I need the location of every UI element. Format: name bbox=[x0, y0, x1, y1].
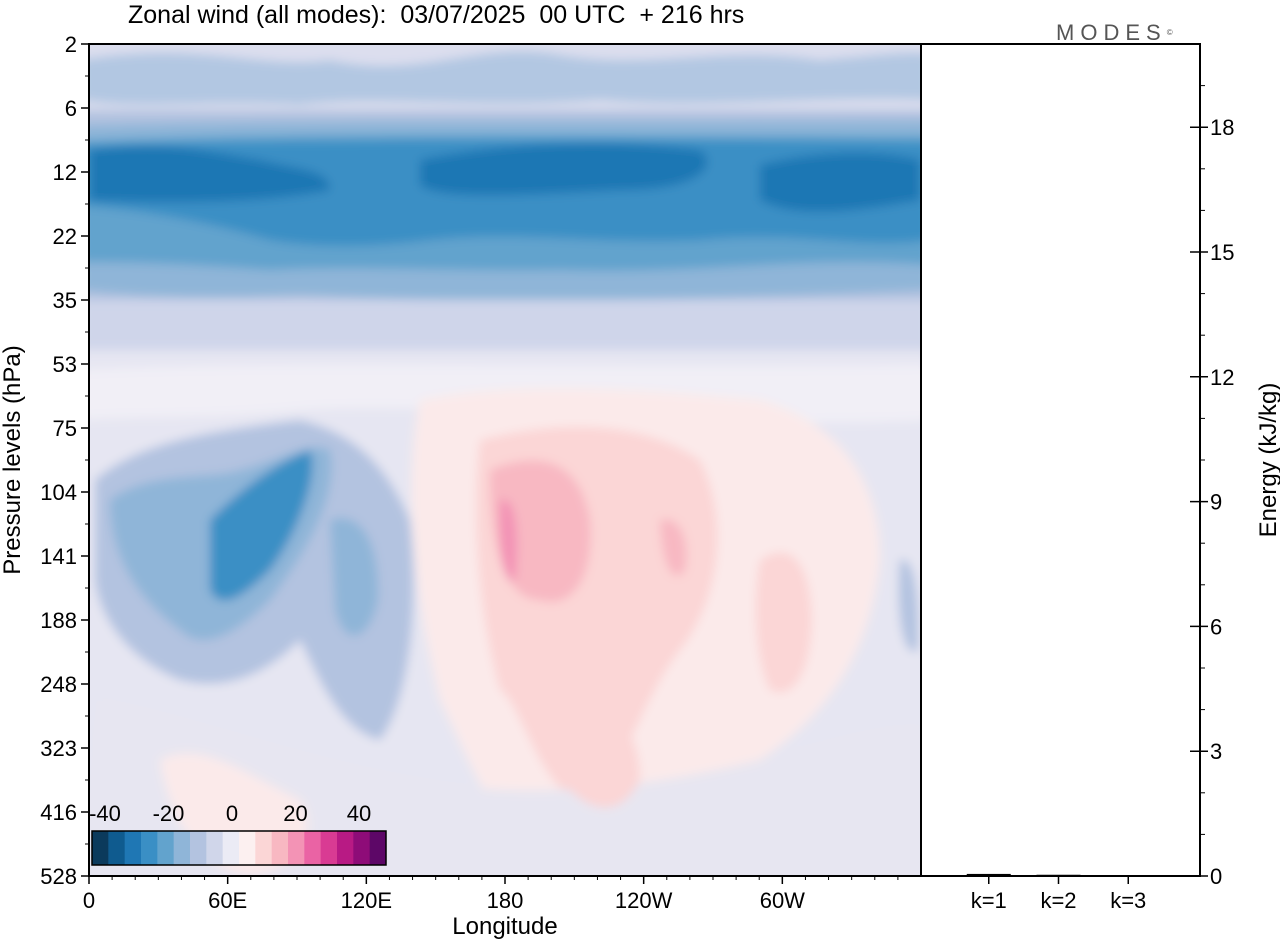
y-axis-label: Pressure levels (hPa) bbox=[0, 345, 26, 574]
energy-tick-label: 0 bbox=[1210, 864, 1222, 889]
y-tick-label: 75 bbox=[53, 416, 77, 441]
colorbar-swatch bbox=[320, 831, 338, 865]
colorbar-swatch bbox=[124, 831, 142, 865]
y-tick-label: 22 bbox=[53, 224, 77, 249]
y-tick-label: 12 bbox=[53, 160, 77, 185]
energy-category-label: k=1 bbox=[971, 888, 1007, 913]
field-upper-patch bbox=[89, 51, 921, 105]
colorbar-label: 0 bbox=[226, 801, 238, 826]
colorbar-label: -40 bbox=[89, 801, 121, 826]
field-core-west bbox=[90, 145, 330, 202]
energy-tick-label: 6 bbox=[1210, 614, 1222, 639]
colorbar-swatch bbox=[271, 831, 289, 865]
y-tick-label: 141 bbox=[40, 544, 77, 569]
y-tick-label: 416 bbox=[40, 800, 77, 825]
logo-mark: © bbox=[1166, 28, 1173, 37]
x-axis-label: Longitude bbox=[452, 913, 557, 940]
modes-logo: MODES© bbox=[1056, 20, 1173, 46]
logo-text: MODES bbox=[1056, 20, 1167, 45]
colorbar-swatch bbox=[108, 831, 126, 865]
field-lower-center bbox=[554, 698, 640, 808]
colorbar-swatch bbox=[288, 831, 305, 865]
y-tick-label: 248 bbox=[40, 672, 77, 697]
energy-axis-label: Energy (kJ/kg) bbox=[1255, 383, 1280, 538]
colorbar-swatch bbox=[239, 831, 256, 865]
y-tick-label: 2 bbox=[65, 32, 77, 57]
colorbar-swatch bbox=[337, 831, 354, 865]
field-easterly-core bbox=[210, 450, 313, 601]
y-tick-label: 104 bbox=[40, 480, 77, 505]
field-band-35-53 bbox=[89, 300, 921, 350]
energy-tick-label: 18 bbox=[1210, 115, 1234, 140]
energy-tick-label: 15 bbox=[1210, 240, 1234, 265]
x-tick-label: 180 bbox=[487, 888, 524, 913]
colorbar-swatch bbox=[173, 831, 191, 865]
colorbar: -40 -20 0 20 40 bbox=[89, 801, 387, 866]
colorbar-swatch bbox=[206, 831, 224, 865]
y-tick-label: 53 bbox=[53, 352, 77, 377]
y-tick-label: 323 bbox=[40, 736, 77, 761]
y-tick-label: 528 bbox=[40, 864, 77, 889]
energy-tick-label: 9 bbox=[1210, 490, 1222, 515]
colorbar-swatch bbox=[222, 831, 240, 865]
energy-bar bbox=[1036, 874, 1081, 877]
colorbar-swatch bbox=[92, 831, 109, 865]
field-core-center bbox=[420, 143, 708, 195]
colorbar-swatch bbox=[369, 831, 387, 865]
x-tick-label: 120E bbox=[341, 888, 392, 913]
energy-bar bbox=[1106, 875, 1151, 877]
field-core-east bbox=[760, 153, 920, 212]
colorbar-swatch bbox=[255, 831, 273, 865]
energy-category-label: k=3 bbox=[1110, 888, 1146, 913]
energy-bar bbox=[966, 873, 1011, 876]
colorbar-swatch bbox=[353, 831, 371, 865]
energy-tick-label: 3 bbox=[1210, 739, 1222, 764]
y-tick-label: 6 bbox=[65, 96, 77, 121]
energy-panel-frame bbox=[920, 43, 1201, 877]
energy-bars: k=1 k=2 k=3 bbox=[966, 873, 1151, 913]
colorbar-swatch bbox=[304, 831, 322, 865]
colorbar-swatch bbox=[157, 831, 175, 865]
chart-title: Zonal wind (all modes): 03/07/2025 00 UT… bbox=[128, 1, 745, 29]
energy-axis: 0 3 6 9 12 15 18 Energy (kJ/kg) bbox=[1190, 85, 1280, 889]
colorbar-swatch bbox=[141, 831, 158, 865]
colorbar-label: 40 bbox=[347, 801, 371, 826]
colorbar-swatch bbox=[190, 831, 207, 865]
x-tick-label: 60W bbox=[760, 888, 805, 913]
y-tick-label: 35 bbox=[53, 288, 77, 313]
field-westerly-spot bbox=[660, 519, 687, 576]
wind-field bbox=[89, 44, 921, 876]
x-tick-label: 0 bbox=[83, 888, 95, 913]
colorbar-label: 20 bbox=[283, 801, 307, 826]
colorbar-label: -20 bbox=[153, 801, 185, 826]
y-tick-label: 188 bbox=[40, 608, 77, 633]
energy-tick-label: 12 bbox=[1210, 365, 1234, 390]
field-westerly-max bbox=[499, 499, 517, 581]
colorbar-frame bbox=[91, 830, 387, 866]
field-westerly-east bbox=[755, 552, 812, 693]
energy-category-label: k=2 bbox=[1040, 888, 1076, 913]
field-easterly-edge bbox=[898, 559, 919, 652]
x-tick-label: 60E bbox=[208, 888, 247, 913]
x-tick-label: 120W bbox=[615, 888, 673, 913]
field-easterly-east bbox=[330, 518, 379, 636]
